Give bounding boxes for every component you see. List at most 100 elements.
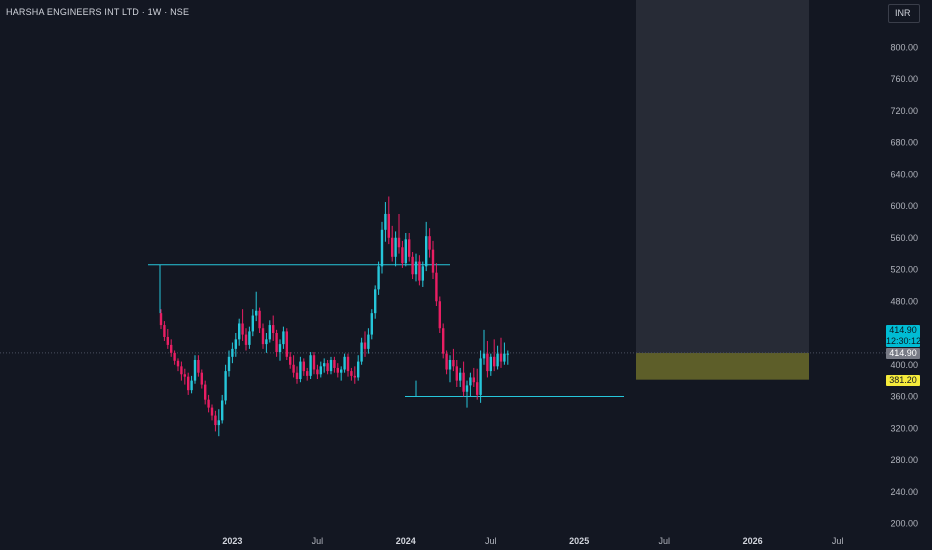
candle [234, 333, 237, 357]
price-tick-label: 240.00 [890, 487, 918, 497]
candle-body [431, 249, 435, 273]
candle-body [448, 359, 452, 370]
candle [336, 363, 339, 378]
candle-body [479, 358, 482, 395]
candle-body [231, 348, 234, 357]
candle [360, 337, 363, 365]
candle-body [197, 359, 200, 373]
candle [241, 309, 244, 341]
candle-body [329, 359, 333, 372]
symbol-title: HARSHA ENGINEERS INT LTD · 1W · NSE [6, 7, 190, 17]
candle [255, 291, 258, 322]
candle-body [258, 310, 261, 329]
candle [506, 350, 509, 365]
time-axis[interactable]: 2023 Jul 2024 Jul 2025 Jul 2026 Jul [222, 536, 843, 546]
candle [268, 320, 271, 343]
candle [163, 321, 166, 341]
candle-body [323, 363, 326, 367]
price-tick-label: 800.00 [890, 42, 918, 52]
candle [377, 261, 380, 295]
candle [431, 240, 435, 280]
candle [221, 394, 224, 424]
price-tick-label: 720.00 [890, 106, 918, 116]
candle-body [292, 364, 295, 373]
candle [489, 353, 492, 376]
candle [187, 372, 190, 395]
candle-body [476, 382, 479, 395]
target-zone [636, 0, 809, 353]
candle-body [255, 310, 258, 316]
candle-body [493, 356, 496, 367]
candle-body [438, 301, 441, 329]
candle [479, 350, 482, 403]
price-axis[interactable]: 800.00 760.00 720.00 680.00 640.00 600.00 560.… [890, 42, 918, 528]
candle [367, 328, 370, 354]
time-tick-label: Jul [658, 536, 670, 546]
candle [363, 331, 367, 357]
candle [193, 355, 197, 384]
candle [442, 323, 445, 359]
candle [387, 196, 390, 245]
candle-body [425, 236, 428, 267]
candle-body [374, 289, 377, 314]
candle [380, 221, 384, 274]
candle [265, 333, 268, 353]
candle-body [282, 331, 285, 345]
candle-body [204, 384, 207, 400]
candle-body [496, 353, 499, 367]
candle-body [183, 374, 186, 377]
candle-body [469, 377, 472, 386]
candle [503, 342, 506, 365]
candle [496, 345, 499, 370]
candle-body [486, 353, 489, 372]
candle [316, 364, 319, 380]
price-tick-label: 640.00 [890, 169, 918, 179]
candle [435, 263, 438, 307]
candle [425, 221, 428, 272]
candle-body [241, 323, 244, 335]
candle [482, 329, 486, 365]
candle [251, 309, 254, 337]
price-tick-label: 680.00 [890, 138, 918, 148]
candle [465, 380, 469, 408]
candle-body [227, 356, 231, 372]
candle [486, 340, 489, 378]
candle-body [238, 323, 241, 340]
price-tick-label: 200.00 [890, 519, 918, 529]
candle [170, 339, 173, 357]
candle [282, 326, 285, 349]
candle [459, 367, 462, 387]
candle-body [289, 356, 292, 365]
candle-body [244, 334, 248, 345]
candle [421, 261, 424, 287]
candle [231, 342, 234, 364]
candle [391, 225, 394, 262]
candle [370, 309, 373, 340]
time-tick-label: Jul [312, 536, 324, 546]
candle [357, 355, 360, 381]
candle [159, 309, 163, 330]
currency-button[interactable]: INR [888, 4, 920, 23]
candle-body [377, 266, 380, 290]
candle [190, 375, 193, 394]
candle-body [207, 399, 210, 408]
candle [384, 202, 387, 242]
candle [448, 355, 452, 383]
candle-body [295, 372, 299, 380]
candle-body [367, 334, 370, 349]
candle-body [187, 376, 190, 391]
candle [343, 353, 346, 373]
candle [275, 329, 278, 357]
candle-body [214, 415, 217, 426]
candle-body [302, 361, 305, 372]
candle [408, 232, 411, 262]
candle-body [506, 353, 509, 355]
candle [248, 326, 251, 349]
candle-body [173, 352, 176, 361]
candle [469, 372, 472, 397]
candle-body [333, 359, 336, 368]
stop-zone [636, 352, 809, 380]
candle [238, 318, 241, 346]
candle-body [499, 353, 503, 362]
